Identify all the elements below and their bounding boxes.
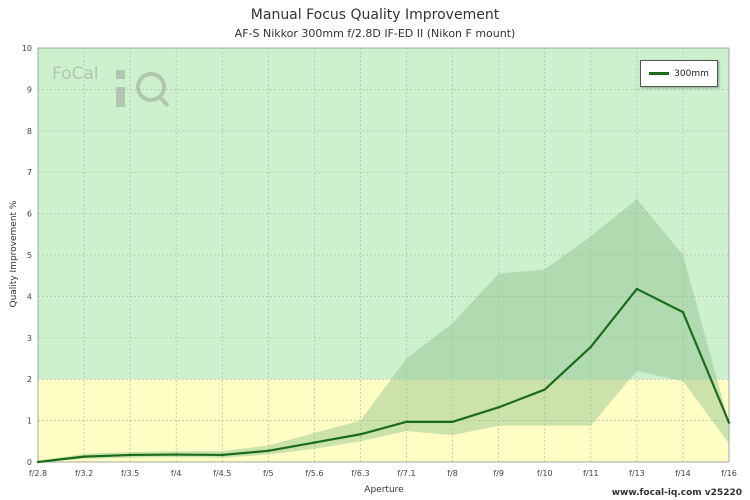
data-point <box>727 421 731 424</box>
data-point <box>82 455 86 458</box>
y-tick-label: 10 <box>22 44 32 53</box>
data-point <box>267 449 270 453</box>
y-tick-label: 9 <box>27 85 32 94</box>
data-point <box>128 453 132 457</box>
x-axis-label: Aperture <box>364 485 404 495</box>
y-tick-label: 8 <box>27 127 32 136</box>
x-tick-label: f/5.6 <box>305 469 323 478</box>
x-tick-label: f/14 <box>675 469 691 478</box>
x-tick-label: f/16 <box>721 469 737 478</box>
legend[interactable]: 300mm <box>640 60 718 87</box>
series-line <box>37 287 731 464</box>
x-tick-label: f/13 <box>629 469 645 478</box>
y-tick-label: 6 <box>27 210 32 219</box>
y-tick-label: 3 <box>27 334 32 343</box>
y-tick-label: 0 <box>27 458 32 467</box>
data-point <box>635 287 639 291</box>
data-point <box>497 406 500 409</box>
x-tick-label: f/11 <box>583 469 599 478</box>
logo-q-ring <box>136 72 166 102</box>
focal-iq-logo: FoCal <box>52 64 170 108</box>
data-point <box>36 460 40 464</box>
x-tick-label: f/7.1 <box>397 469 415 478</box>
x-tick-label: f/10 <box>537 469 553 478</box>
y-tick-label: 7 <box>27 168 32 177</box>
data-point <box>589 345 592 349</box>
data-point <box>175 453 178 456</box>
logo-i-dot <box>116 70 125 79</box>
data-point <box>221 453 224 457</box>
data-point <box>543 388 546 391</box>
legend-label: 300mm <box>674 68 709 79</box>
x-tick-label: f/5 <box>263 469 274 478</box>
data-point <box>451 420 454 424</box>
series-band <box>38 199 729 463</box>
x-tick-label: f/9 <box>493 469 504 478</box>
x-tick-label: f/8 <box>447 469 458 478</box>
x-tick-label: f/3.2 <box>75 469 93 478</box>
x-tick-label: f/4.5 <box>213 469 231 478</box>
y-tick-label: 5 <box>27 251 32 260</box>
data-point <box>681 310 685 314</box>
chart-subtitle: AF-S Nikkor 300mm f/2.8D IF-ED II (Nikon… <box>234 27 516 40</box>
data-point <box>405 420 408 424</box>
legend-swatch <box>649 72 670 75</box>
y-tick-label: 4 <box>27 292 32 301</box>
data-point <box>313 441 316 444</box>
x-tick-label: f/3.5 <box>121 469 139 478</box>
x-tick-label: f/6.3 <box>351 469 369 478</box>
logo-i-stem <box>116 87 125 107</box>
logo-q-tail <box>158 95 170 108</box>
plot-frame <box>37 47 730 463</box>
y-axis-label: Quality Improvement % <box>9 200 19 308</box>
chart-title: Manual Focus Quality Improvement <box>250 7 500 23</box>
x-tick-label: f/2.8 <box>29 469 47 478</box>
data-point <box>359 433 362 436</box>
footer-credit: www.focal-iq.com v25220 <box>611 488 742 498</box>
y-tick-label: 2 <box>27 375 32 384</box>
x-tick-label: f/4 <box>171 469 182 478</box>
logo-wordmark: FoCal <box>52 64 99 84</box>
y-tick-label: 1 <box>27 417 32 426</box>
